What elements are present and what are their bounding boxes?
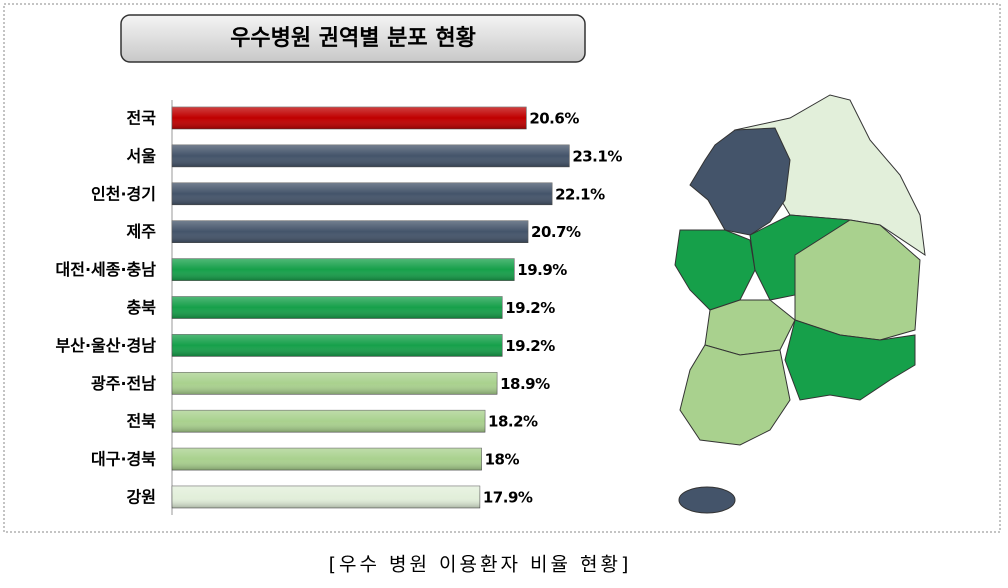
- category-label: 충북: [127, 298, 157, 317]
- map-jeju: [678, 486, 736, 514]
- value-label: 18.9%: [500, 375, 550, 393]
- title-box: [120, 14, 586, 63]
- bar-shade: [172, 448, 482, 471]
- value-label: 20.7%: [531, 223, 581, 241]
- value-label: 23.1%: [572, 147, 622, 165]
- category-label: 대구·경북: [91, 450, 156, 469]
- value-label: 22.1%: [555, 185, 605, 203]
- map-jeonbuk: [704, 299, 796, 356]
- value-label: 18%: [485, 451, 520, 469]
- map-gyeonggi: [689, 127, 791, 236]
- category-label: 전북: [127, 412, 157, 431]
- bar-shade: [172, 486, 480, 508]
- category-label: 전국: [127, 109, 157, 128]
- map-chungnam: [674, 229, 756, 311]
- category-label: 광주·전남: [91, 374, 156, 393]
- map: [674, 94, 926, 514]
- map-gyeongnam: [784, 319, 916, 401]
- bar-shade: [172, 296, 503, 319]
- caption: [우수 병원 이용환자 비율 현황]: [329, 554, 632, 576]
- bar-shade: [172, 144, 570, 167]
- value-label: 19.9%: [517, 261, 567, 279]
- category-label: 제주: [127, 222, 157, 241]
- bar-shade: [172, 372, 498, 395]
- chart-title: 우수병원 권역별 분포 현황: [230, 26, 476, 51]
- value-label: 18.2%: [488, 413, 538, 431]
- bar-shade: [172, 334, 503, 357]
- value-label: 17.9%: [483, 489, 533, 507]
- category-label: 서울: [127, 146, 157, 165]
- value-label: 19.2%: [505, 337, 555, 355]
- value-label: 20.6%: [529, 110, 579, 128]
- bar-shade: [172, 410, 486, 433]
- value-label: 19.2%: [505, 299, 555, 317]
- category-label: 인천·경기: [91, 184, 156, 203]
- frame: [3, 3, 1001, 533]
- map-jeonnam: [679, 344, 791, 446]
- bar-shade: [172, 258, 515, 281]
- category-label: 부산·울산·경남: [56, 336, 157, 355]
- bar-shade: [172, 182, 553, 205]
- category-label: 대전·세종·충남: [56, 260, 157, 279]
- bar-shade: [172, 107, 527, 129]
- category-label: 강원: [127, 488, 156, 507]
- bar-shade: [172, 220, 529, 243]
